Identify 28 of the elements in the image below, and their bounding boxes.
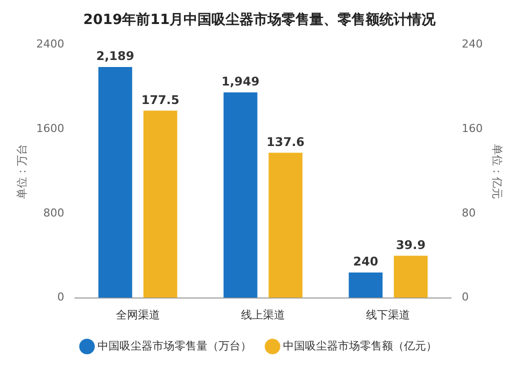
y2-tick-label: 0 xyxy=(462,290,469,304)
data-label: 39.9 xyxy=(396,238,426,252)
data-label: 1,949 xyxy=(221,74,260,88)
x-tick-label: 线上渠道 xyxy=(241,308,285,322)
x-tick-label: 全网渠道 xyxy=(116,308,160,322)
y2-axis-title: 单位：亿元 xyxy=(490,144,504,199)
legend-label: 中国吸尘器市场零售量（万台） xyxy=(98,339,252,352)
bar xyxy=(348,272,383,298)
y2-tick-label: 160 xyxy=(462,122,483,135)
bar xyxy=(394,256,428,298)
y2-tick-label: 240 xyxy=(462,38,483,51)
y-tick-label: 800 xyxy=(43,206,64,220)
data-label: 240 xyxy=(353,254,378,269)
y-tick-label: 2400 xyxy=(36,38,64,51)
legend-label: 中国吸尘器市场零售额（亿元） xyxy=(283,339,437,352)
bar xyxy=(98,67,132,298)
y-tick-label: 0 xyxy=(57,290,64,304)
data-label: 137.6 xyxy=(266,134,305,149)
bar xyxy=(224,92,258,298)
data-label: 2,189 xyxy=(96,49,134,64)
y-tick-label: 1600 xyxy=(36,122,64,135)
x-tick-label: 线下渠道 xyxy=(366,308,410,322)
bar xyxy=(143,110,178,298)
data-label: 177.5 xyxy=(141,92,180,107)
y2-tick-label: 80 xyxy=(462,206,476,220)
y-axis-title: 单位：万台 xyxy=(15,144,28,199)
bar xyxy=(268,152,302,298)
chart-title: 2019年前11月中国吸尘器市场零售量、零售额统计情况 xyxy=(83,11,437,28)
